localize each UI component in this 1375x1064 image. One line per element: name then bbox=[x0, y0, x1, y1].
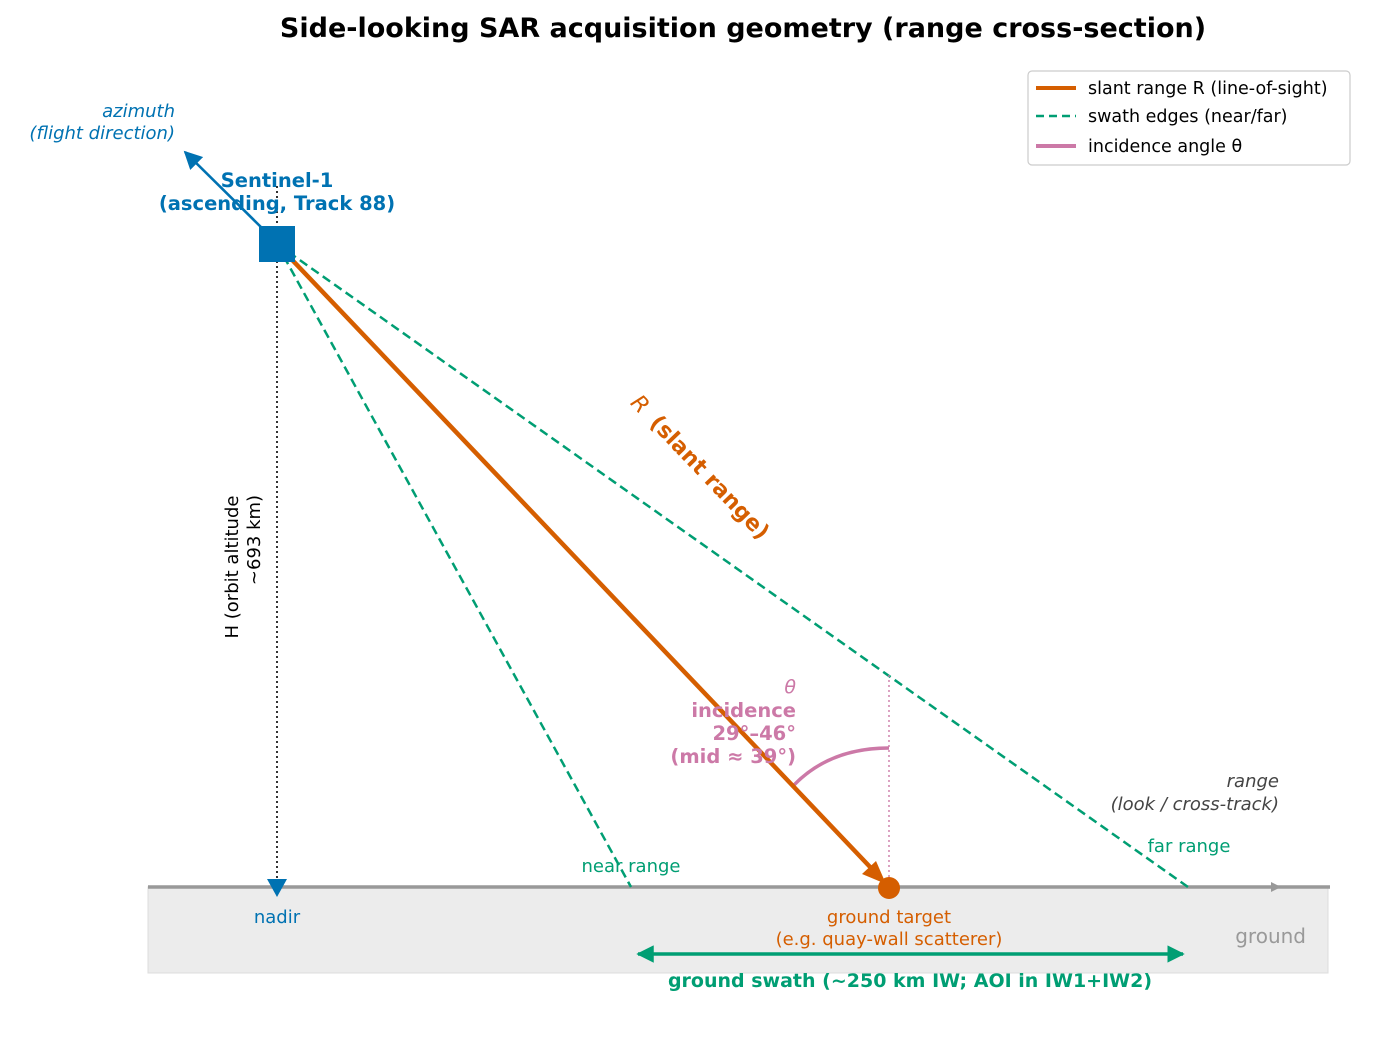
altitude-label: H (orbit altitude bbox=[222, 496, 243, 639]
ground-label: ground bbox=[1235, 924, 1306, 948]
azimuth-sublabel: (flight direction) bbox=[29, 123, 175, 144]
slant-range-symbol: R bbox=[625, 391, 654, 419]
legend-label-incidence: incidence angle θ bbox=[1088, 137, 1242, 157]
slant-range-text: (slant range) bbox=[644, 411, 773, 545]
slant-range-label: R (slant range) bbox=[625, 391, 774, 545]
incidence-symbol: θ bbox=[784, 676, 796, 698]
ground-swath-label: ground swath (~250 km IW; AOI in IW1+IW2… bbox=[668, 970, 1152, 992]
near-range-label: near range bbox=[582, 856, 681, 877]
ground-band bbox=[147, 886, 1329, 974]
slant-range-line bbox=[275, 242, 874, 871]
incidence-range: 29°–46° bbox=[712, 722, 796, 745]
far-range-edge bbox=[276, 242, 1189, 889]
satellite-name: Sentinel-1 bbox=[221, 169, 334, 192]
legend-label-slant: slant range R (line-of-sight) bbox=[1088, 79, 1328, 99]
incidence-arc bbox=[792, 746, 890, 787]
nadir-marker bbox=[267, 879, 287, 897]
azimuth-arrow bbox=[183, 150, 267, 233]
satellite-icon bbox=[259, 226, 295, 262]
legend-box bbox=[1027, 70, 1351, 166]
range-axis-label: range bbox=[1227, 771, 1279, 792]
near-range-edge bbox=[275, 243, 633, 888]
incidence-mid: (mid ≈ 39°) bbox=[670, 745, 796, 768]
target-sublabel: (e.g. quay-wall scatterer) bbox=[776, 929, 1003, 950]
satellite-pass: (ascending, Track 88) bbox=[159, 192, 395, 215]
legend: slant range R (line-of-sight) swath edge… bbox=[1027, 70, 1351, 166]
altitude-value: ~693 km) bbox=[244, 495, 265, 585]
ground-target-marker bbox=[878, 877, 900, 899]
slant-range-arrowhead bbox=[862, 861, 886, 884]
incidence-label: incidence bbox=[691, 699, 796, 722]
far-range-label: far range bbox=[1148, 836, 1231, 857]
nadir-label: nadir bbox=[254, 907, 301, 928]
target-label: ground target bbox=[827, 907, 951, 928]
diagram-title: Side-looking SAR acquisition geometry (r… bbox=[280, 13, 1206, 44]
range-axis-sublabel: (look / cross-track) bbox=[1111, 794, 1279, 815]
azimuth-label: azimuth bbox=[102, 101, 175, 122]
legend-label-swath: swath edges (near/far) bbox=[1088, 107, 1288, 127]
